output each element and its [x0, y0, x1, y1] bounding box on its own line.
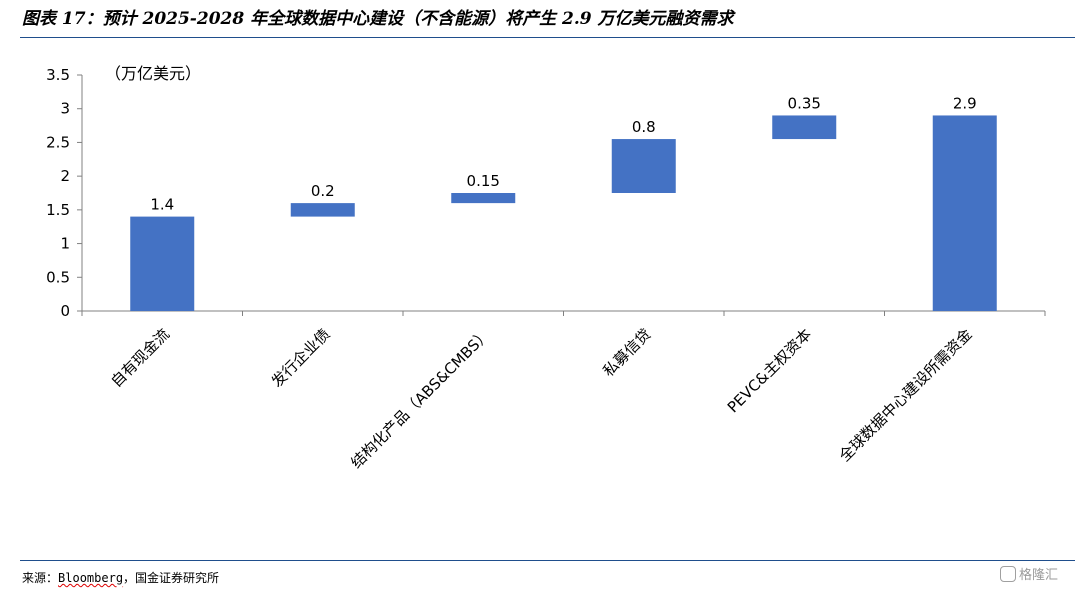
waterfall-chart: 0 0.5 1 1.5 2 2.5 3 3.5 1.4 0.2 0.15 0.8 0.35 2.9 自有…: [46, 64, 1046, 472]
data-label: 0.8: [632, 118, 656, 136]
data-label: 0.35: [788, 94, 821, 112]
x-axis: [81, 310, 1046, 316]
data-label: 1.4: [150, 196, 174, 214]
y-axis: 0 0.5 1 1.5 2 2.5 3 3.5: [46, 66, 83, 320]
page-title: 图表 17：预计 2025-2028 年全球数据中心建设（不含能源）将产生 2.…: [22, 9, 734, 29]
watermark-logo-icon: [1000, 565, 1016, 582]
bar: [611, 139, 676, 193]
category-label: 结构化产品（ABS&CMBS）: [347, 325, 494, 472]
bar: [451, 193, 516, 204]
y-tick-label: 2: [60, 167, 70, 185]
title-divider: [20, 37, 1075, 38]
y-tick-label: 1: [60, 235, 70, 253]
data-labels: 1.4 0.2 0.15 0.8 0.35 2.9: [150, 94, 976, 213]
unit-label: （万亿美元）: [105, 64, 201, 83]
data-label: 0.15: [467, 172, 500, 190]
bar: [772, 115, 837, 140]
source-suffix: ，国金证券研究所: [123, 571, 220, 585]
bar: [290, 203, 355, 217]
category-label: 发行企业债: [268, 325, 334, 391]
footer-divider: [20, 560, 1075, 561]
y-tick-label: 2.5: [46, 133, 70, 151]
y-tick-label: 3.5: [46, 66, 70, 84]
source-note: 来源：Bloomberg，国金证券研究所: [22, 569, 219, 586]
watermark: 格隆汇: [1000, 564, 1058, 583]
category-labels: 自有现金流 发行企业债 结构化产品（ABS&CMBS） 私募信贷 PEVC&主权资本 全球…: [107, 325, 975, 472]
data-label: 0.2: [311, 182, 335, 200]
category-label: 自有现金流: [107, 325, 173, 391]
bar: [130, 216, 195, 311]
category-label: 私募信贷: [599, 325, 654, 380]
category-label: 全球数据中心建设所需资金: [836, 325, 976, 465]
data-label: 2.9: [953, 94, 977, 112]
source-prefix: 来源：: [22, 571, 59, 585]
y-tick-label: 3: [60, 100, 70, 118]
y-tick-label: 1.5: [46, 201, 70, 219]
watermark-text: 格隆汇: [1019, 568, 1059, 583]
bar: [932, 115, 997, 311]
y-tick-label: 0.5: [46, 268, 70, 286]
bars: [130, 115, 997, 311]
y-tick-label: 0: [60, 302, 70, 320]
source-name: Bloomberg: [58, 571, 124, 585]
category-label: PEVC&主权资本: [724, 325, 815, 416]
